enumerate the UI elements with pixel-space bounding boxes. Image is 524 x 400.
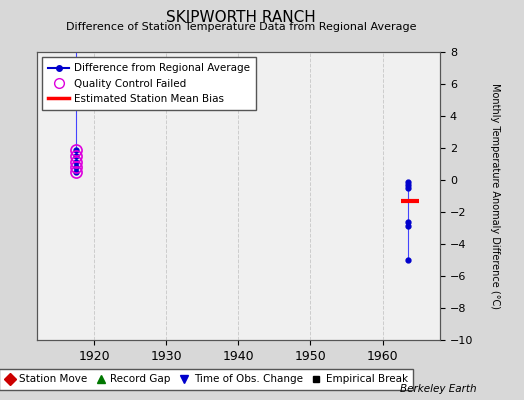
Text: SKIPWORTH RANCH: SKIPWORTH RANCH [166,10,316,25]
Text: Difference of Station Temperature Data from Regional Average: Difference of Station Temperature Data f… [66,22,416,32]
Y-axis label: Monthly Temperature Anomaly Difference (°C): Monthly Temperature Anomaly Difference (… [490,83,500,309]
Text: Berkeley Earth: Berkeley Earth [400,384,477,394]
Legend: Station Move, Record Gap, Time of Obs. Change, Empirical Break: Station Move, Record Gap, Time of Obs. C… [0,369,413,390]
